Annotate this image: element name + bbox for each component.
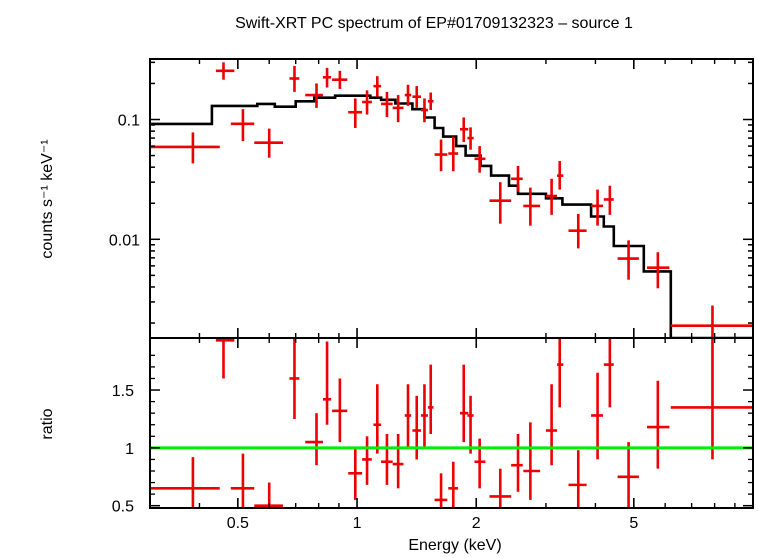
ratio-point [568, 450, 587, 508]
ratio-panel-frame [149, 337, 754, 509]
spectrum-point [420, 98, 428, 123]
spectrum-point [215, 62, 235, 80]
ratio-point [322, 341, 332, 425]
ratio-point [434, 473, 448, 508]
ratio-point [230, 453, 255, 508]
ratio-point [392, 433, 404, 489]
ratio-point [420, 384, 428, 448]
spectrum-point [617, 240, 639, 280]
x-tick-label: 5 [629, 515, 638, 532]
spectrum-point [305, 83, 323, 108]
spectrum-point [434, 139, 448, 172]
ratio-point [381, 433, 393, 485]
spectrum-point [332, 70, 348, 89]
ratio-point [670, 338, 753, 460]
spectrum-point [322, 67, 332, 88]
ratio-point [448, 461, 459, 508]
spectrum-panel: 0.01 0.1 counts s⁻¹ keV⁻¹ [39, 58, 754, 339]
chart-title: Swift-XRT PC spectrum of EP#01709132323 … [235, 15, 633, 32]
spectrum-point [591, 189, 604, 226]
spectrum-point [373, 76, 382, 97]
spectrum-point [412, 86, 421, 108]
ratio-point [332, 378, 348, 443]
ratio-y-label: ratio [39, 408, 56, 439]
ratio-point [373, 384, 382, 454]
ratio-point [404, 384, 412, 448]
ratio-point [460, 364, 469, 443]
ratio-point [362, 436, 372, 485]
ratio-point [603, 338, 614, 408]
spectrum-point [467, 127, 474, 150]
spectrum-point [670, 305, 753, 338]
spectrum-point [511, 165, 523, 192]
x-tick-label: 0.5 [227, 515, 249, 532]
ratio-point [289, 338, 300, 419]
ratio-point [557, 338, 564, 408]
spectrum-point [568, 213, 587, 249]
spectrum-point [489, 182, 512, 224]
ratio-point [427, 364, 434, 434]
model-curve [150, 94, 753, 338]
ratio-point [617, 442, 639, 508]
spectrum-point [254, 128, 283, 158]
spectrum-point [603, 185, 614, 215]
x-tick-label: 2 [472, 515, 481, 532]
ratio-point [489, 468, 512, 508]
ratio-y-tick-label: 1.5 [112, 383, 134, 400]
spectrum-point [362, 90, 372, 115]
ratio-point [591, 372, 604, 460]
ratio-point [348, 447, 363, 500]
spectrum-point [647, 252, 670, 289]
ratio-point [305, 413, 323, 466]
ratio-panel: 0.5 1 1.5 ratio [39, 337, 754, 516]
spectrum-point [460, 117, 469, 142]
ratio-point [474, 438, 486, 489]
spectrum-point [404, 84, 412, 106]
spectrum-panel-frame [149, 58, 754, 339]
spectrum-point [230, 109, 255, 142]
spectrum-point [427, 92, 434, 111]
spectrum-point [381, 91, 393, 117]
ratio-point [467, 395, 474, 454]
x-tick-label: 1 [353, 515, 362, 532]
spectrum-point [557, 161, 564, 190]
ratio-point [545, 384, 558, 466]
x-axis-label: Energy (keV) [408, 537, 501, 554]
spectrum-point [523, 187, 541, 226]
ratio-point [215, 338, 235, 379]
spectrum-point [474, 146, 486, 173]
spectrum-y-tick-label: 0.01 [109, 232, 140, 249]
ratio-y-tick-label: 1 [125, 441, 134, 458]
ratio-y-tick-label: 0.5 [112, 499, 134, 516]
ratio-point [150, 457, 220, 508]
spectrum-y-tick-label: 0.1 [118, 113, 140, 130]
ratio-point [412, 395, 421, 460]
spectrum-point [392, 95, 404, 123]
ratio-point [647, 380, 670, 469]
spectrum-y-label: counts s⁻¹ keV⁻¹ [39, 139, 56, 258]
spectrum-point [348, 98, 363, 128]
ratio-point [511, 433, 523, 492]
spectrum-point [289, 65, 300, 92]
spectrum-point [150, 132, 220, 164]
spectrum-point [545, 178, 558, 215]
ratio-point [523, 422, 541, 500]
spectrum-point [448, 136, 459, 172]
